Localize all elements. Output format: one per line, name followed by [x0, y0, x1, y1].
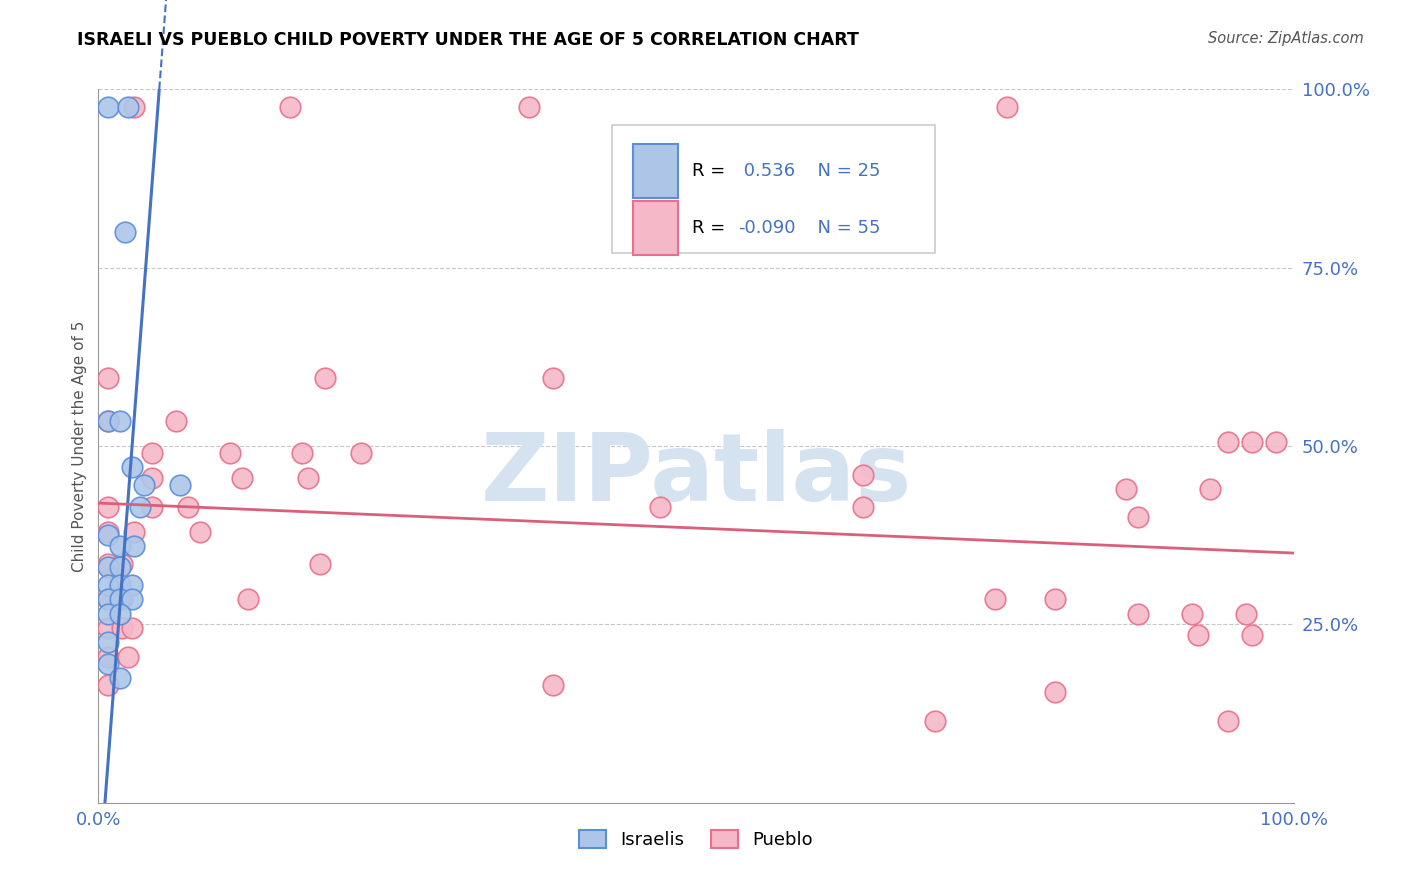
Point [97, 635, 120, 649]
Point [108, 414, 131, 428]
Text: ZIPatlas: ZIPatlas [481, 428, 911, 521]
Point [121, 592, 143, 607]
Point [111, 557, 134, 571]
Point [278, 100, 301, 114]
Point [517, 100, 540, 114]
Point [1181, 607, 1204, 621]
Point [1128, 510, 1150, 524]
Point [97, 657, 120, 671]
Point [97, 592, 120, 607]
Point [1128, 607, 1150, 621]
Point [315, 371, 337, 385]
Point [132, 478, 155, 492]
Point [541, 371, 564, 385]
Point [124, 539, 146, 553]
Point [1240, 628, 1263, 642]
Point [124, 100, 146, 114]
Point [117, 100, 139, 114]
Point [108, 539, 131, 553]
Point [114, 225, 136, 239]
Point [1216, 435, 1239, 450]
Point [291, 446, 314, 460]
Point [97, 100, 120, 114]
Point [129, 500, 152, 514]
Point [1187, 628, 1209, 642]
Point [97, 524, 120, 539]
Point [141, 446, 163, 460]
Point [108, 607, 131, 621]
Point [141, 471, 163, 485]
Point [188, 524, 211, 539]
FancyBboxPatch shape [613, 125, 935, 253]
Point [1199, 482, 1222, 496]
Point [97, 649, 120, 664]
Point [350, 446, 373, 460]
Point [1234, 607, 1257, 621]
Point [121, 578, 143, 592]
Point [108, 671, 131, 685]
Point [924, 714, 946, 728]
Point [117, 649, 139, 664]
Point [97, 607, 120, 621]
Point [97, 678, 120, 692]
Point [1115, 482, 1137, 496]
Point [108, 560, 131, 574]
Point [121, 621, 143, 635]
Point [177, 500, 200, 514]
Text: N = 55: N = 55 [806, 219, 880, 237]
Point [231, 471, 253, 485]
Point [97, 557, 120, 571]
Point [97, 578, 120, 592]
Point [108, 578, 131, 592]
FancyBboxPatch shape [633, 202, 678, 255]
Point [541, 678, 564, 692]
Point [852, 467, 875, 482]
Point [236, 592, 259, 607]
Point [97, 528, 120, 542]
Point [111, 621, 134, 635]
Legend: Israelis, Pueblo: Israelis, Pueblo [569, 821, 823, 858]
Point [1043, 592, 1066, 607]
Text: -0.090: -0.090 [738, 219, 796, 237]
Point [108, 592, 131, 607]
Y-axis label: Child Poverty Under the Age of 5: Child Poverty Under the Age of 5 [72, 320, 87, 572]
Point [165, 414, 187, 428]
Point [97, 560, 120, 574]
Point [121, 460, 143, 475]
Point [297, 471, 319, 485]
Text: Source: ZipAtlas.com: Source: ZipAtlas.com [1208, 31, 1364, 46]
Point [219, 446, 242, 460]
Point [308, 557, 330, 571]
Text: R =: R = [692, 219, 731, 237]
Point [1216, 714, 1239, 728]
Point [124, 524, 146, 539]
Point [1240, 435, 1263, 450]
Point [97, 414, 120, 428]
Text: N = 25: N = 25 [806, 162, 880, 180]
Point [97, 414, 120, 428]
Point [97, 592, 120, 607]
Point [97, 500, 120, 514]
Point [648, 500, 672, 514]
Point [111, 592, 134, 607]
Text: R =: R = [692, 162, 731, 180]
Point [141, 500, 163, 514]
Point [852, 500, 875, 514]
Point [1264, 435, 1286, 450]
Point [984, 592, 1007, 607]
Point [1043, 685, 1066, 699]
Point [995, 100, 1018, 114]
FancyBboxPatch shape [633, 145, 678, 198]
Point [169, 478, 191, 492]
Text: ISRAELI VS PUEBLO CHILD POVERTY UNDER THE AGE OF 5 CORRELATION CHART: ISRAELI VS PUEBLO CHILD POVERTY UNDER TH… [77, 31, 859, 49]
Point [97, 371, 120, 385]
Text: 0.536: 0.536 [738, 162, 794, 180]
Point [97, 621, 120, 635]
